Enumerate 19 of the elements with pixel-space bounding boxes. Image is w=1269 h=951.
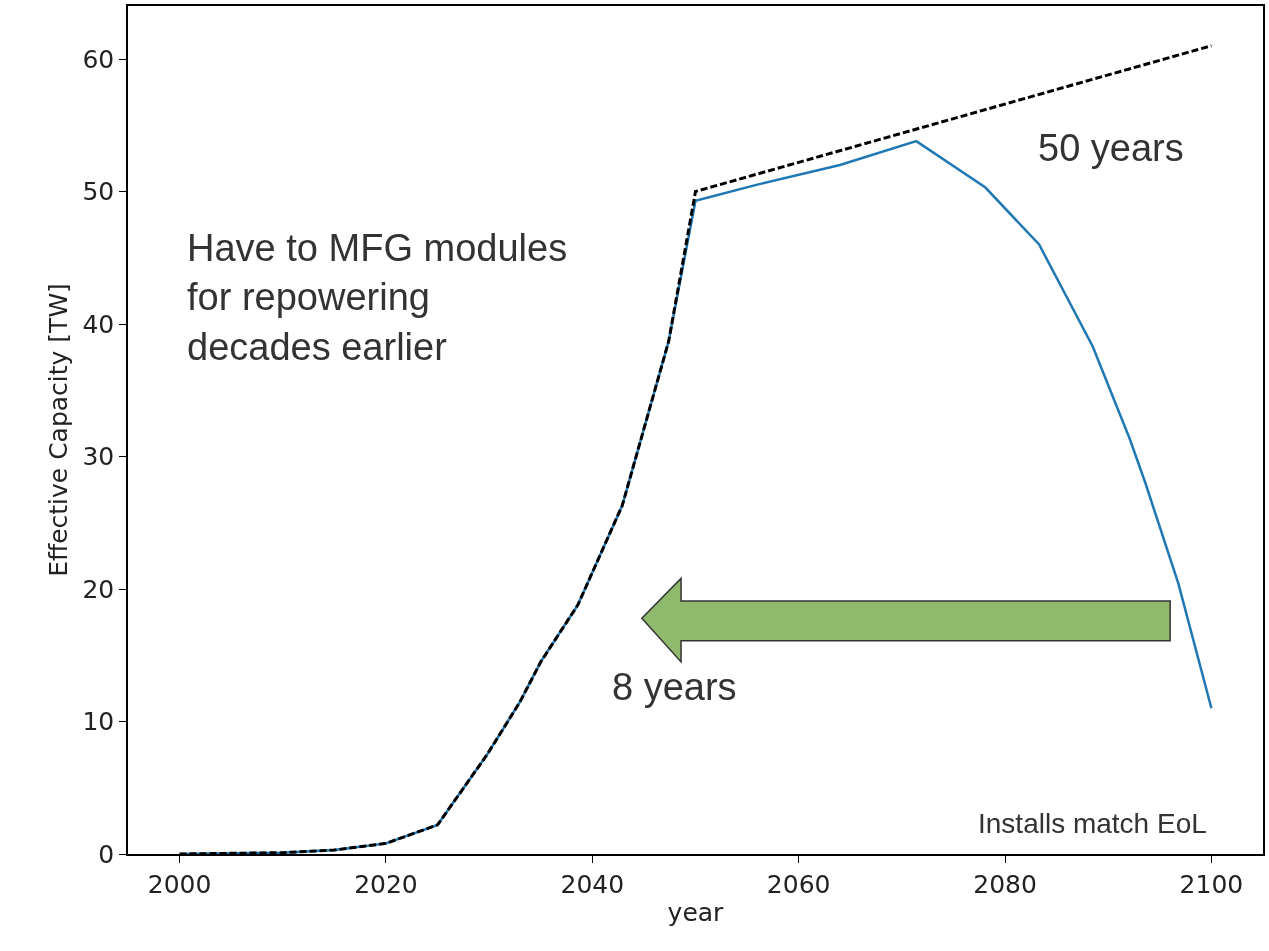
y-tick-label: 30 <box>82 442 115 472</box>
y-tick-label: 60 <box>82 44 115 74</box>
x-tick-label: 2060 <box>766 869 831 899</box>
y-tick-label: 10 <box>82 707 115 737</box>
x-tick-label: 2040 <box>560 869 625 899</box>
y-tick-label: 0 <box>98 839 115 869</box>
annotation: 8 years <box>612 666 737 708</box>
x-tick-label: 2000 <box>147 869 212 899</box>
annotation: Have to MFG modules for repowering decades earlier <box>187 227 568 368</box>
y-tick-label: 40 <box>82 309 115 339</box>
x-axis-title: year <box>667 898 725 928</box>
y-axis-title: Effective Capacity [TW] <box>43 283 73 577</box>
x-tick-label: 2020 <box>354 869 418 899</box>
annotation: Installs match EoL <box>978 808 1207 839</box>
annotation: 50 years <box>1038 127 1184 169</box>
x-tick-label: 2100 <box>1179 869 1244 899</box>
y-tick-label: 50 <box>82 177 115 207</box>
x-tick-label: 2080 <box>973 869 1037 899</box>
y-tick-label: 20 <box>82 574 115 604</box>
